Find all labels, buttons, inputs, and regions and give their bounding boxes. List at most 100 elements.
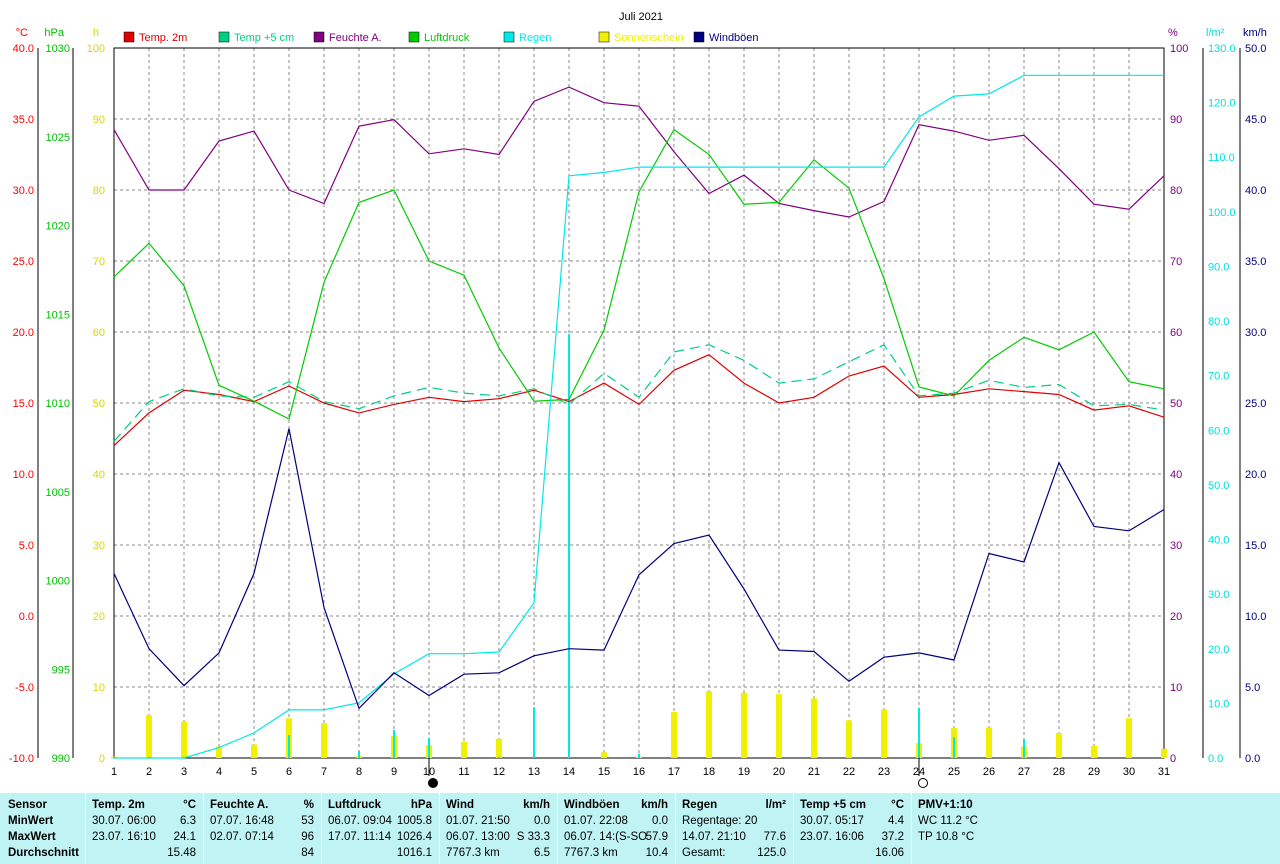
stats-max-value: 96 (301, 831, 314, 843)
stats-column-title: Luftdruck (328, 799, 382, 811)
rain-axis-tick: 60.0 (1208, 425, 1229, 437)
sun-axis-tick: 10 (93, 682, 105, 694)
series-line-temp-5-cm (113, 344, 1165, 442)
stats-min-time: 30.07. 06:00 (92, 815, 156, 827)
stats-column-unit: % (303, 799, 314, 811)
stats-min-time: 30.07. 05:17 (800, 815, 864, 827)
rain-bar (918, 707, 920, 758)
legend-label: Sonnenschein (614, 32, 684, 44)
sunshine-bar (1161, 748, 1167, 758)
stats-avg-value: 15.48 (167, 847, 196, 859)
temp-axis-tick: 15.0 (13, 398, 34, 410)
rain-axis-tick: 110.0 (1208, 152, 1235, 164)
stats-separator (321, 793, 322, 864)
stats-separator (85, 793, 86, 864)
stats-separator (439, 793, 440, 864)
stats-column-unit: °C (891, 799, 904, 811)
humidity-axis-tick: 100 (1170, 43, 1188, 55)
stats-avg-value: 84 (301, 847, 314, 859)
series-line-regen (114, 74, 1164, 759)
x-tick: 23 (878, 766, 890, 778)
weather-chart: °C40.035.030.025.020.015.010.05.00.0-5.0… (8, 11, 1267, 788)
sunshine-bar (776, 694, 782, 758)
stats-avg-value: 16.06 (875, 847, 904, 859)
sunshine-bar (321, 723, 327, 758)
sun-axis-tick: 60 (93, 327, 105, 339)
rain-axis-tick: 130.0 (1208, 43, 1236, 55)
temp-axis-tick: 10.0 (13, 469, 34, 481)
wind-axis-tick: 20.0 (1245, 469, 1266, 481)
stats-column-title: Regen (682, 799, 718, 811)
sunshine-bar (251, 744, 257, 758)
sunshine-bar (881, 709, 887, 758)
rain-axis-tick: 100.0 (1208, 207, 1236, 219)
sunshine-bar (216, 746, 222, 758)
wind-axis-tick: 40.0 (1245, 185, 1266, 197)
sun-axis-tick: 100 (87, 43, 105, 55)
rain-axis-tick: 10.0 (1208, 698, 1229, 710)
rain-bar (428, 737, 430, 758)
series-line-luftdruck (113, 128, 1165, 420)
legend-swatch (123, 31, 135, 43)
x-tick: 12 (493, 766, 505, 778)
x-tick: 29 (1088, 766, 1100, 778)
humidity-axis-tick: 90 (1170, 114, 1182, 126)
wind-axis-tick: 15.0 (1245, 540, 1266, 552)
temp-axis-tick: 30.0 (13, 185, 34, 197)
stats-min-time: 01.07. 22:08 (564, 815, 628, 827)
sunshine-bar (811, 698, 817, 758)
sunshine-bar (496, 738, 502, 758)
x-tick: 4 (216, 766, 222, 778)
stats-avg-value: 1016.1 (396, 847, 432, 859)
sunshine-bar (846, 720, 852, 758)
humidity-axis-unit: % (1168, 27, 1178, 39)
rain-bar (288, 735, 290, 758)
x-tick: 22 (843, 766, 855, 778)
wind-axis-unit: km/h (1243, 27, 1267, 39)
stats-max-value: S 33.3 (516, 831, 550, 843)
legend-swatch (693, 31, 705, 43)
sunshine-bar (1126, 718, 1132, 758)
stats-separator (557, 793, 558, 864)
stats-max-time: 17.07. 11:14 (328, 831, 392, 843)
stats-min-time: 01.07. 21:50 (446, 815, 510, 827)
stats-column-title: Temp. 2m (92, 799, 145, 811)
stats-column-unit: hPa (410, 799, 432, 811)
legend-swatch (313, 31, 325, 43)
x-tick: 8 (356, 766, 362, 778)
x-tick: 19 (738, 766, 750, 778)
legend-swatch (218, 31, 230, 43)
bars (111, 334, 1167, 758)
stats-column-title: Temp +5 cm (800, 799, 866, 811)
temp-axis-tick: 35.0 (13, 114, 34, 126)
temp-axis-tick: 5.0 (19, 540, 34, 552)
temp-axis-tick: 20.0 (13, 327, 34, 339)
stats-column: Wind km/h 01.07. 21:50 0.0 06.07. 13:00 S 33.… (446, 793, 550, 864)
stats-min-value: 0.0 (534, 815, 550, 827)
humidity-axis-tick: 30 (1170, 540, 1182, 552)
right-axes: %1009080706050403020100l/m²130.0120.0110… (1168, 27, 1267, 765)
humidity-axis-tick: 10 (1170, 682, 1182, 694)
humidity-axis-tick: 20 (1170, 611, 1182, 623)
x-tick: 5 (251, 766, 257, 778)
stats-row-labels: Sensor MinWert MaxWert Durchschnitt (8, 793, 88, 864)
stats-avg-value: 125.0 (757, 847, 786, 859)
temp-axis-tick: -5.0 (15, 682, 34, 694)
x-tick: 31 (1158, 766, 1170, 778)
wind-axis-tick: 35.0 (1245, 256, 1266, 268)
sunshine-bar (601, 752, 607, 758)
stats-avg-time: Gesamt: (682, 847, 726, 859)
temp-axis-tick: 25.0 (13, 256, 34, 268)
sunshine-bar (671, 711, 677, 758)
series-line-feuchte-a- (113, 86, 1165, 218)
rain-bar (498, 756, 500, 758)
stats-max-value: 77.6 (763, 831, 786, 843)
stats-separator (793, 793, 794, 864)
x-tick: 11 (458, 766, 469, 778)
sunshine-bar (181, 721, 187, 758)
stats-avg-time: 7767.3 km (446, 847, 500, 859)
pressure-axis-tick: 990 (52, 753, 70, 765)
sun-axis-tick: 90 (93, 114, 105, 126)
pressure-axis-tick: 1030 (46, 43, 70, 55)
stats-min-value: 0.0 (652, 815, 668, 827)
